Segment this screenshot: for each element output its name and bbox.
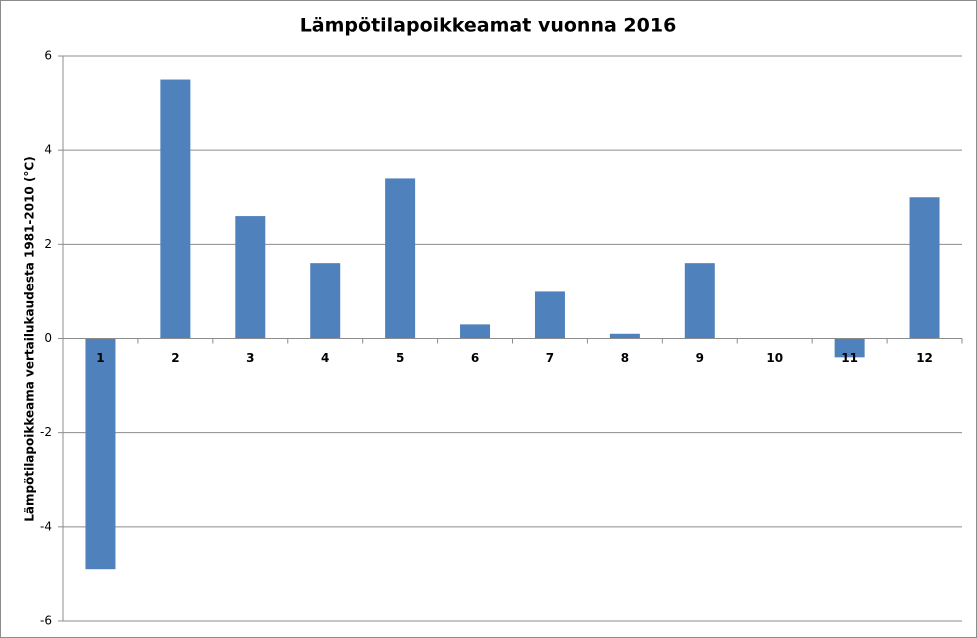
bar bbox=[235, 216, 266, 339]
bar bbox=[460, 324, 491, 339]
chart-title: Lämpötilapoikkeamat vuonna 2016 bbox=[300, 15, 677, 37]
bar bbox=[834, 338, 865, 358]
bar bbox=[534, 291, 565, 339]
y-tick-label: 4 bbox=[44, 143, 52, 157]
bar bbox=[609, 333, 640, 339]
y-tick-label: -2 bbox=[40, 425, 52, 439]
x-tick-label: 5 bbox=[396, 351, 404, 365]
y-tick-label: -4 bbox=[40, 519, 52, 533]
x-tick-label: 9 bbox=[696, 351, 704, 365]
bar bbox=[160, 79, 191, 339]
y-tick-label: 2 bbox=[44, 237, 52, 251]
x-tick-label: 6 bbox=[471, 351, 479, 365]
x-tick-label: 7 bbox=[546, 351, 554, 365]
y-axis-label: Lämpötilapoikkeama vertailukaudesta 1981… bbox=[23, 156, 37, 521]
bar bbox=[310, 263, 341, 339]
x-tick-label: 11 bbox=[841, 351, 858, 365]
x-tick-label: 12 bbox=[916, 351, 933, 365]
bar bbox=[85, 338, 116, 570]
x-tick-label: 10 bbox=[766, 351, 783, 365]
bar bbox=[684, 263, 715, 339]
x-tick-label: 1 bbox=[96, 351, 104, 365]
x-tick-label: 8 bbox=[621, 351, 629, 365]
x-tick-label: 4 bbox=[321, 351, 329, 365]
y-tick-label: -6 bbox=[40, 614, 52, 628]
bar bbox=[385, 178, 416, 339]
y-tick-label: 6 bbox=[44, 49, 52, 63]
y-tick-label: 0 bbox=[44, 331, 52, 345]
x-tick-label: 3 bbox=[246, 351, 254, 365]
x-tick-label: 2 bbox=[171, 351, 179, 365]
bar bbox=[909, 197, 940, 339]
